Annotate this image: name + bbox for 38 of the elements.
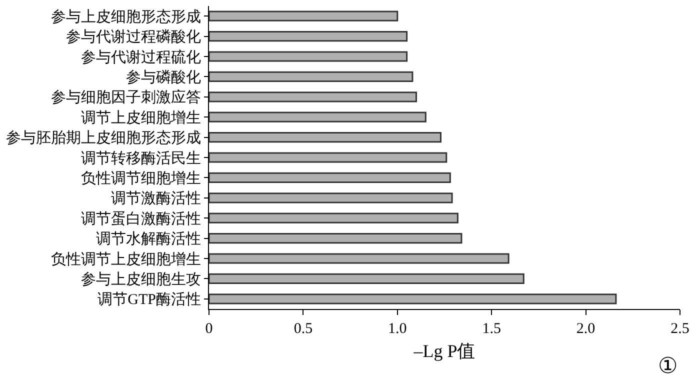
y-tick-label: 调节激酶活性	[111, 190, 201, 208]
bar	[209, 71, 414, 82]
x-axis-title: –Lg P值	[412, 341, 476, 362]
bar	[209, 273, 524, 284]
y-tick-label: 参与胚胎期上皮细胞形态形成	[6, 130, 201, 147]
y-tick-label: 调节水解酶活性	[96, 230, 201, 248]
bar	[209, 253, 510, 264]
y-tick-label: 参与上皮细胞形态形成	[51, 8, 201, 26]
text: ①	[658, 353, 678, 378]
y-tick-label: 参与磷酸化	[126, 68, 201, 86]
bar	[209, 152, 448, 163]
bar	[209, 10, 398, 22]
bar	[209, 212, 458, 224]
x-tick-label: 1.5	[482, 321, 501, 337]
bar	[209, 233, 462, 244]
y-tick-label: 参与代谢过程硫化	[81, 48, 201, 66]
y-tick-label: 参与上皮细胞生攻	[81, 270, 201, 288]
bar	[209, 294, 617, 304]
x-tick-label: 1.0	[388, 321, 407, 337]
y-tick-label: 负性调节细胞增生	[81, 170, 201, 187]
bar	[209, 192, 453, 204]
bar	[209, 112, 426, 122]
y-tick-label: 调节蛋白激酶活性	[81, 210, 201, 228]
x-tick-label: 0.5	[294, 321, 313, 337]
x-tick-label: 2.0	[576, 321, 596, 337]
y-tick-label: 调节GTP酶活性	[98, 291, 201, 308]
bar	[209, 31, 408, 42]
y-tick-label: 调节上皮细胞增生	[81, 109, 201, 126]
x-tick-label: 2.5	[670, 321, 690, 337]
bar	[209, 51, 408, 62]
y-tick-label: 参与细胞因子刺激应答	[51, 89, 201, 106]
bar	[209, 92, 417, 102]
bar	[209, 172, 451, 183]
y-tick-label: 负性调节上皮细胞增生	[51, 250, 201, 268]
bar	[209, 132, 442, 143]
x-tick-label: 0	[205, 321, 213, 337]
y-tick-label: 调节转移酶活民生	[81, 150, 201, 167]
y-tick-label: 参与代谢过程磷酸化	[66, 28, 201, 46]
